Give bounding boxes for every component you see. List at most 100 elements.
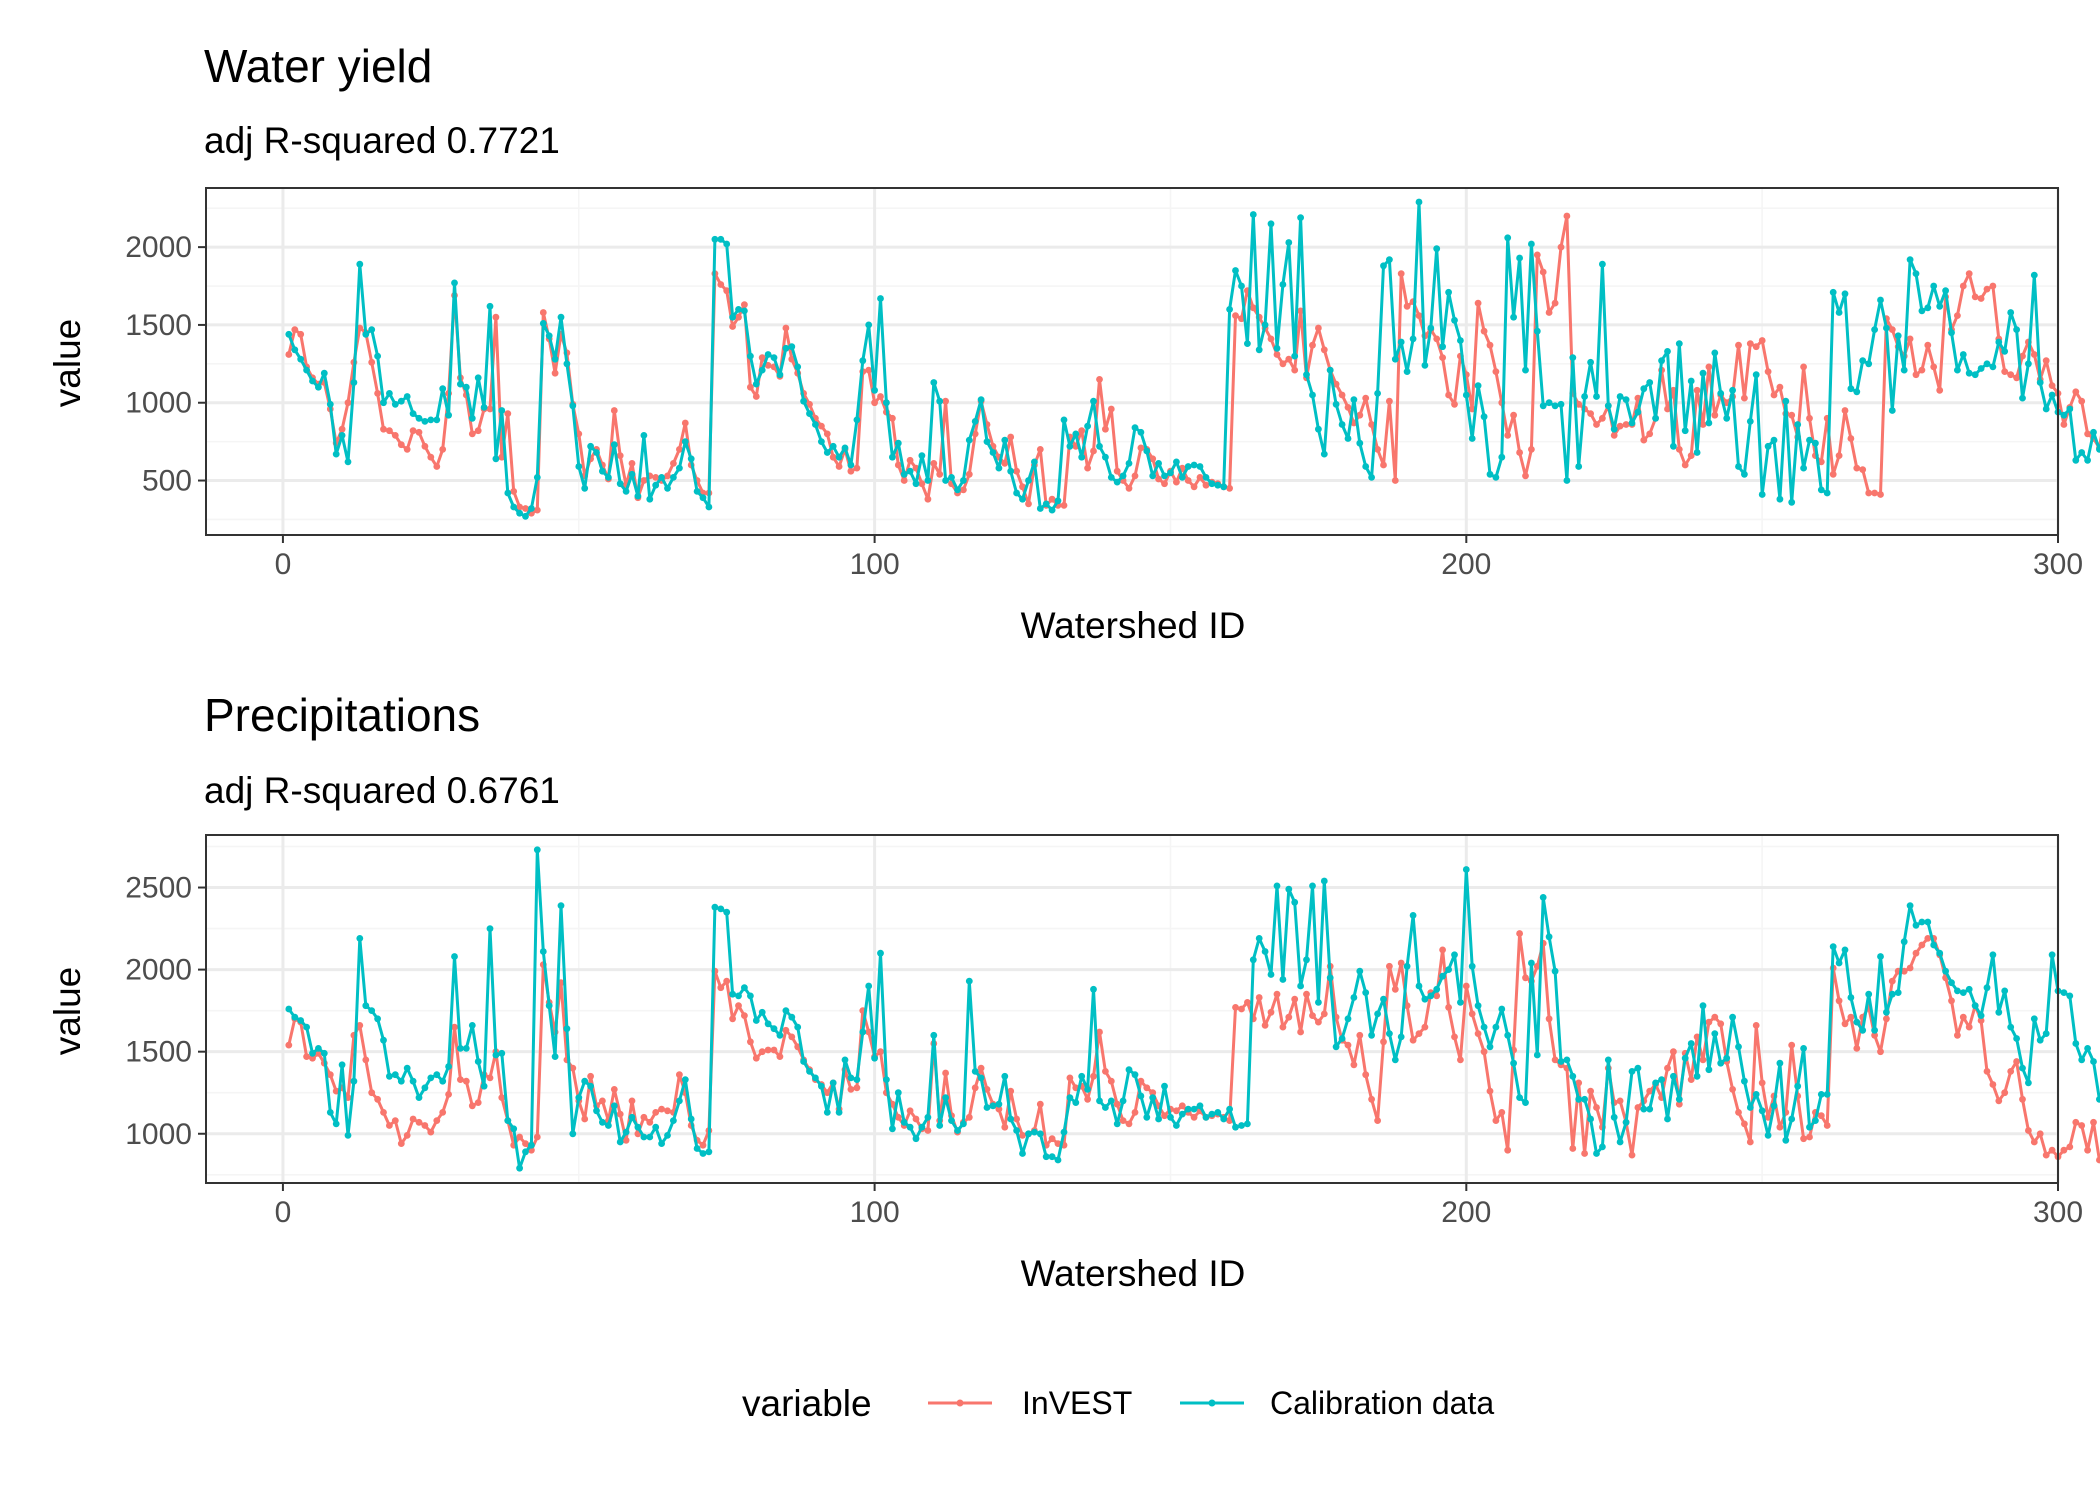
data-point-calibration-data xyxy=(1285,885,1293,893)
data-point-invest xyxy=(853,1084,861,1092)
data-point-calibration-data xyxy=(1078,1072,1086,1080)
data-point-calibration-data xyxy=(1581,393,1588,400)
data-point-invest xyxy=(1504,432,1512,439)
data-point-calibration-data xyxy=(1782,397,1790,405)
data-point-invest xyxy=(664,472,671,480)
data-point-invest xyxy=(474,427,482,435)
data-point-calibration-data xyxy=(1741,470,1748,478)
data-point-calibration-data xyxy=(829,442,837,450)
data-point-calibration-data xyxy=(1610,425,1618,433)
data-point-calibration-data xyxy=(368,326,376,333)
data-point-calibration-data xyxy=(729,990,736,998)
data-point-calibration-data xyxy=(1131,1071,1139,1079)
data-point-calibration-data xyxy=(699,1150,707,1157)
data-point-invest xyxy=(1735,341,1742,349)
data-point-invest xyxy=(1001,460,1009,467)
x-tick-label: 0 xyxy=(275,548,292,581)
data-point-calibration-data xyxy=(1238,282,1245,290)
data-point-calibration-data xyxy=(1581,1095,1588,1103)
data-point-calibration-data xyxy=(1255,935,1263,942)
data-point-invest xyxy=(1711,1013,1719,1021)
data-point-calibration-data xyxy=(1285,239,1293,246)
data-point-calibration-data xyxy=(1794,421,1802,428)
data-point-invest xyxy=(403,446,411,453)
data-point-calibration-data xyxy=(2048,391,2056,399)
data-point-invest xyxy=(1190,483,1198,491)
data-point-calibration-data xyxy=(599,1118,606,1126)
x-tick-label: 200 xyxy=(1441,548,1491,581)
data-point-invest xyxy=(1173,478,1180,486)
data-point-calibration-data xyxy=(1439,343,1446,351)
data-point-calibration-data xyxy=(1297,982,1304,990)
data-point-invest xyxy=(2084,430,2092,438)
data-point-calibration-data xyxy=(326,400,334,408)
data-point-invest xyxy=(1320,346,1328,354)
data-point-calibration-data xyxy=(1652,1079,1659,1087)
y-tick-label: 1500 xyxy=(125,1036,192,1069)
data-point-calibration-data xyxy=(1208,480,1216,488)
data-point-calibration-data xyxy=(835,1109,843,1116)
data-point-invest xyxy=(1788,411,1796,419)
panel-border xyxy=(205,187,2059,536)
data-point-calibration-data xyxy=(788,343,796,351)
data-point-calibration-data xyxy=(1853,388,1861,396)
data-point-calibration-data xyxy=(1350,994,1358,1001)
data-point-invest xyxy=(291,326,299,333)
data-point-calibration-data xyxy=(1776,495,1784,503)
data-point-invest xyxy=(285,351,293,358)
data-point-calibration-data xyxy=(1888,407,1896,414)
data-point-calibration-data xyxy=(1693,449,1701,456)
data-point-invest xyxy=(1936,386,1944,394)
data-point-calibration-data xyxy=(1770,1102,1778,1110)
data-point-calibration-data xyxy=(877,295,884,302)
data-point-calibration-data xyxy=(1433,985,1441,993)
data-point-invest xyxy=(397,1140,405,1147)
data-point-calibration-data xyxy=(912,480,920,488)
data-point-invest xyxy=(1746,1138,1754,1146)
data-point-invest xyxy=(1859,466,1867,473)
chart-title: Water yield xyxy=(204,40,432,92)
data-point-invest xyxy=(1019,1132,1026,1139)
data-point-calibration-data xyxy=(516,509,523,517)
data-point-invest xyxy=(1640,436,1648,444)
data-point-invest xyxy=(1965,270,1973,277)
data-point-invest xyxy=(1113,467,1121,475)
data-point-invest xyxy=(2078,397,2086,405)
data-point-invest xyxy=(729,1015,736,1023)
y-axis-label: value xyxy=(47,967,88,1055)
data-point-invest xyxy=(1977,1017,1985,1024)
data-point-invest xyxy=(1048,495,1056,503)
data-point-calibration-data xyxy=(1143,447,1151,455)
data-point-calibration-data xyxy=(1397,338,1405,346)
data-point-calibration-data xyxy=(1386,256,1393,263)
data-point-calibration-data xyxy=(1918,307,1926,315)
y-tick-label: 2000 xyxy=(125,231,192,264)
data-point-invest xyxy=(533,506,541,514)
data-point-calibration-data xyxy=(1841,290,1849,298)
data-point-calibration-data xyxy=(1829,288,1837,296)
data-point-calibration-data xyxy=(462,1045,470,1052)
data-point-calibration-data xyxy=(1516,254,1523,262)
data-point-calibration-data xyxy=(865,982,873,990)
data-point-invest xyxy=(1764,1113,1772,1121)
data-point-invest xyxy=(1338,391,1346,399)
data-point-calibration-data xyxy=(1847,994,1855,1001)
data-point-invest xyxy=(2013,374,2020,382)
data-point-invest xyxy=(676,446,683,453)
data-point-invest xyxy=(1096,376,1103,383)
data-point-calibration-data xyxy=(1717,390,1725,397)
data-point-calibration-data xyxy=(1202,474,1210,481)
data-point-calibration-data xyxy=(616,1138,624,1146)
data-point-calibration-data xyxy=(1575,1095,1583,1103)
data-point-calibration-data xyxy=(391,1071,399,1079)
data-point-calibration-data xyxy=(1959,989,1967,996)
data-point-calibration-data xyxy=(1202,1113,1210,1121)
data-point-invest xyxy=(1255,994,1263,1001)
data-point-calibration-data xyxy=(1421,362,1429,369)
data-point-invest xyxy=(1309,1012,1316,1019)
data-point-calibration-data xyxy=(729,313,736,321)
data-point-invest xyxy=(427,453,435,461)
data-point-calibration-data xyxy=(1042,1153,1050,1161)
data-point-invest xyxy=(1344,1041,1352,1049)
data-point-calibration-data xyxy=(853,1076,861,1083)
